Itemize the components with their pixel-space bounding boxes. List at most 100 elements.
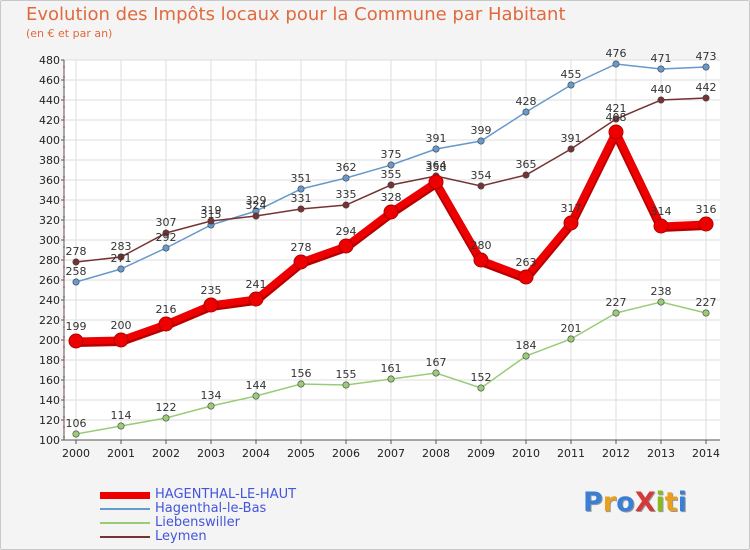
data-point (117, 422, 125, 430)
legend-swatch (100, 508, 150, 510)
data-label: 335 (336, 188, 357, 201)
legend-swatch (100, 536, 150, 538)
chart-subtitle: (en € et par an) (26, 27, 113, 40)
data-point (387, 375, 395, 383)
data-point (252, 212, 260, 220)
data-label: 152 (471, 371, 492, 384)
x-tick-label: 2007 (377, 447, 405, 460)
data-label: 161 (381, 362, 402, 375)
data-point (72, 430, 80, 438)
y-tick-label: 200 (39, 334, 60, 347)
data-point (117, 253, 125, 261)
data-label: 227 (696, 296, 717, 309)
data-point (293, 254, 309, 270)
legend-swatch (100, 491, 150, 499)
data-label: 167 (426, 356, 447, 369)
y-tick-label: 120 (39, 414, 60, 427)
data-point (387, 181, 395, 189)
data-point (297, 380, 305, 388)
data-label: 144 (246, 379, 267, 392)
data-point (338, 238, 354, 254)
data-label: 362 (336, 161, 357, 174)
y-tick-label: 380 (39, 154, 60, 167)
x-tick-label: 2006 (332, 447, 360, 460)
chart-title: Evolution des Impôts locaux pour la Comm… (26, 4, 566, 25)
data-label: 235 (201, 284, 222, 297)
data-label: 473 (696, 50, 717, 63)
data-label: 200 (111, 319, 132, 332)
data-label: 455 (561, 68, 582, 81)
legend-label: Leymen (155, 529, 207, 544)
data-point (207, 402, 215, 410)
data-point (522, 108, 530, 116)
data-point (428, 174, 444, 190)
data-label: 375 (381, 148, 402, 161)
data-point (162, 229, 170, 237)
data-point (68, 333, 84, 349)
data-point (72, 258, 80, 266)
x-tick-label: 2014 (692, 447, 720, 460)
data-point (432, 145, 440, 153)
data-point (297, 205, 305, 213)
x-tick-label: 2003 (197, 447, 225, 460)
data-label: 307 (156, 216, 177, 229)
data-point (612, 60, 620, 68)
data-point (612, 309, 620, 317)
data-label: 408 (606, 111, 627, 124)
data-point (387, 161, 395, 169)
data-point (117, 265, 125, 273)
data-label: 199 (66, 320, 87, 333)
data-point (702, 309, 710, 317)
y-tick-label: 180 (39, 354, 60, 367)
data-label: 331 (291, 192, 312, 205)
x-tick-label: 2012 (602, 447, 630, 460)
proxiti-logo: ProXiti (583, 487, 687, 518)
x-tick-label: 2013 (647, 447, 675, 460)
data-point (162, 244, 170, 252)
data-point (518, 269, 534, 285)
legend-item: Hagenthal-le-Bas (100, 501, 266, 517)
y-tick-label: 320 (39, 214, 60, 227)
data-label: 351 (291, 172, 312, 185)
data-label: 316 (696, 203, 717, 216)
logo-letter: P (583, 487, 603, 518)
data-label: 328 (381, 191, 402, 204)
data-label: 227 (606, 296, 627, 309)
data-label: 442 (696, 81, 717, 94)
data-label: 258 (66, 265, 87, 278)
data-label: 292 (156, 231, 177, 244)
data-point (72, 278, 80, 286)
data-label: 476 (606, 47, 627, 60)
x-tick-label: 2009 (467, 447, 495, 460)
data-label: 216 (156, 303, 177, 316)
data-point (297, 185, 305, 193)
data-point (702, 94, 710, 102)
x-tick-label: 2005 (287, 447, 315, 460)
logo-letter: i (677, 487, 687, 518)
data-label: 106 (66, 417, 87, 430)
data-point (383, 204, 399, 220)
data-point (473, 252, 489, 268)
y-tick-label: 440 (39, 94, 60, 107)
x-tick-label: 2008 (422, 447, 450, 460)
x-tick-label: 2000 (62, 447, 90, 460)
data-label: 364 (426, 159, 447, 172)
logo-letter: r (602, 487, 617, 518)
legend-label: HAGENTHAL-LE-HAUT (155, 487, 297, 502)
y-tick-label: 400 (39, 134, 60, 147)
data-point (702, 63, 710, 71)
legend-item: Leymen (100, 529, 207, 545)
data-label: 428 (516, 95, 537, 108)
data-label: 421 (606, 102, 627, 115)
data-label: 278 (66, 245, 87, 258)
data-point (113, 332, 129, 348)
data-label: 294 (336, 225, 357, 238)
data-label: 391 (561, 132, 582, 145)
data-label: 399 (471, 124, 492, 137)
logo-letter: o (616, 487, 635, 518)
logo-letter: t (664, 487, 678, 518)
data-point (657, 65, 665, 73)
data-label: 354 (471, 169, 492, 182)
data-point (477, 384, 485, 392)
data-label: 315 (201, 208, 222, 221)
